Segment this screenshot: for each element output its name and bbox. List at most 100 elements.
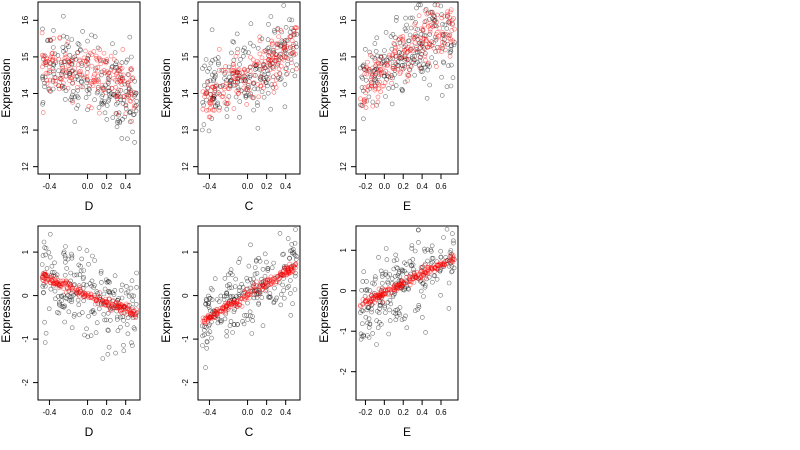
observed-point: [447, 20, 453, 26]
fitted-point: [204, 89, 209, 95]
observed-point: [239, 281, 244, 287]
observed-point: [288, 291, 293, 296]
fitted-point: [250, 288, 256, 294]
observed-point: [361, 62, 366, 68]
observed-point: [389, 276, 395, 282]
observed-point: [281, 295, 287, 301]
fitted-point: [255, 58, 260, 64]
fitted-point: [87, 83, 92, 89]
observed-point: [42, 53, 48, 59]
fitted-point: [250, 57, 256, 63]
observed-point: [244, 275, 249, 281]
fitted-point: [407, 67, 413, 73]
observed-point: [448, 248, 454, 253]
observed-point: [382, 48, 387, 53]
observed-point: [450, 75, 456, 80]
observed-point: [77, 312, 82, 318]
fitted-point: [447, 15, 453, 20]
observed-point: [378, 300, 383, 306]
fitted-point: [46, 86, 52, 91]
observed-point: [47, 254, 53, 260]
observed-point: [63, 244, 68, 249]
observed-point: [226, 74, 232, 80]
observed-point: [265, 268, 271, 273]
fitted-point: [57, 76, 63, 82]
x-axis-label: E: [403, 425, 411, 439]
fitted-point: [65, 281, 71, 287]
fitted-point: [85, 56, 91, 61]
fitted-point: [395, 37, 401, 43]
x-tick-label: 0.0: [379, 408, 391, 417]
fitted-point: [64, 285, 70, 290]
observed-point: [406, 67, 412, 72]
observed-point: [133, 301, 139, 307]
fitted-point: [255, 82, 261, 87]
fitted-point: [274, 55, 279, 61]
fitted-point: [436, 48, 441, 54]
fitted-point: [287, 34, 293, 40]
observed-point: [113, 350, 118, 356]
observed-point: [91, 285, 96, 290]
observed-point: [394, 265, 399, 270]
x-tick-label: 0.4: [120, 182, 132, 191]
observed-point: [121, 348, 127, 354]
observed-point: [425, 67, 431, 73]
observed-point: [446, 63, 451, 68]
observed-point: [386, 86, 392, 91]
y-tick-label: 15: [181, 52, 190, 61]
observed-point: [215, 100, 220, 106]
observed-point: [422, 284, 428, 290]
observed-point: [444, 26, 450, 31]
fitted-point: [66, 59, 72, 64]
fitted-point: [208, 315, 213, 321]
fitted-point: [363, 105, 369, 110]
observed-point: [207, 329, 213, 335]
observed-point: [211, 76, 217, 82]
fitted-point: [131, 308, 137, 314]
observed-point: [429, 55, 435, 61]
observed-point: [63, 295, 68, 301]
fitted-point: [118, 302, 124, 307]
observed-point: [383, 94, 388, 99]
fitted-point: [260, 79, 266, 85]
observed-point: [58, 59, 64, 65]
observed-point: [270, 47, 276, 53]
x-tick-label: 0.4: [120, 408, 132, 417]
fitted-point: [216, 46, 222, 52]
observed-point: [384, 257, 390, 262]
fitted-point: [128, 66, 133, 72]
observed-point: [282, 104, 288, 110]
observed-point: [105, 327, 111, 333]
fitted-point: [97, 110, 102, 116]
fitted-point: [74, 50, 80, 56]
observed-points: [200, 3, 300, 134]
observed-point: [248, 21, 254, 27]
observed-point: [201, 122, 207, 127]
observed-point: [222, 76, 227, 81]
observed-point: [203, 57, 209, 62]
observed-point: [86, 91, 92, 97]
fitted-point: [273, 280, 279, 286]
fitted-point: [92, 72, 97, 77]
observed-point: [379, 274, 385, 279]
observed-point: [110, 115, 116, 120]
observed-point: [75, 50, 81, 55]
fitted-point: [361, 98, 367, 103]
observed-point: [119, 295, 125, 301]
observed-point: [247, 309, 253, 315]
fitted-point: [389, 80, 394, 86]
fitted-point: [47, 37, 53, 43]
fitted-point: [266, 50, 272, 56]
fitted-point: [285, 71, 290, 76]
observed-point: [99, 94, 105, 99]
observed-point: [410, 257, 416, 262]
observed-point: [75, 88, 81, 93]
fitted-point: [220, 94, 226, 99]
fitted-point: [431, 45, 437, 51]
observed-point: [99, 280, 104, 285]
observed-point: [379, 61, 384, 67]
observed-point: [237, 256, 243, 262]
observed-point: [72, 119, 78, 124]
fitted-point: [398, 35, 404, 40]
